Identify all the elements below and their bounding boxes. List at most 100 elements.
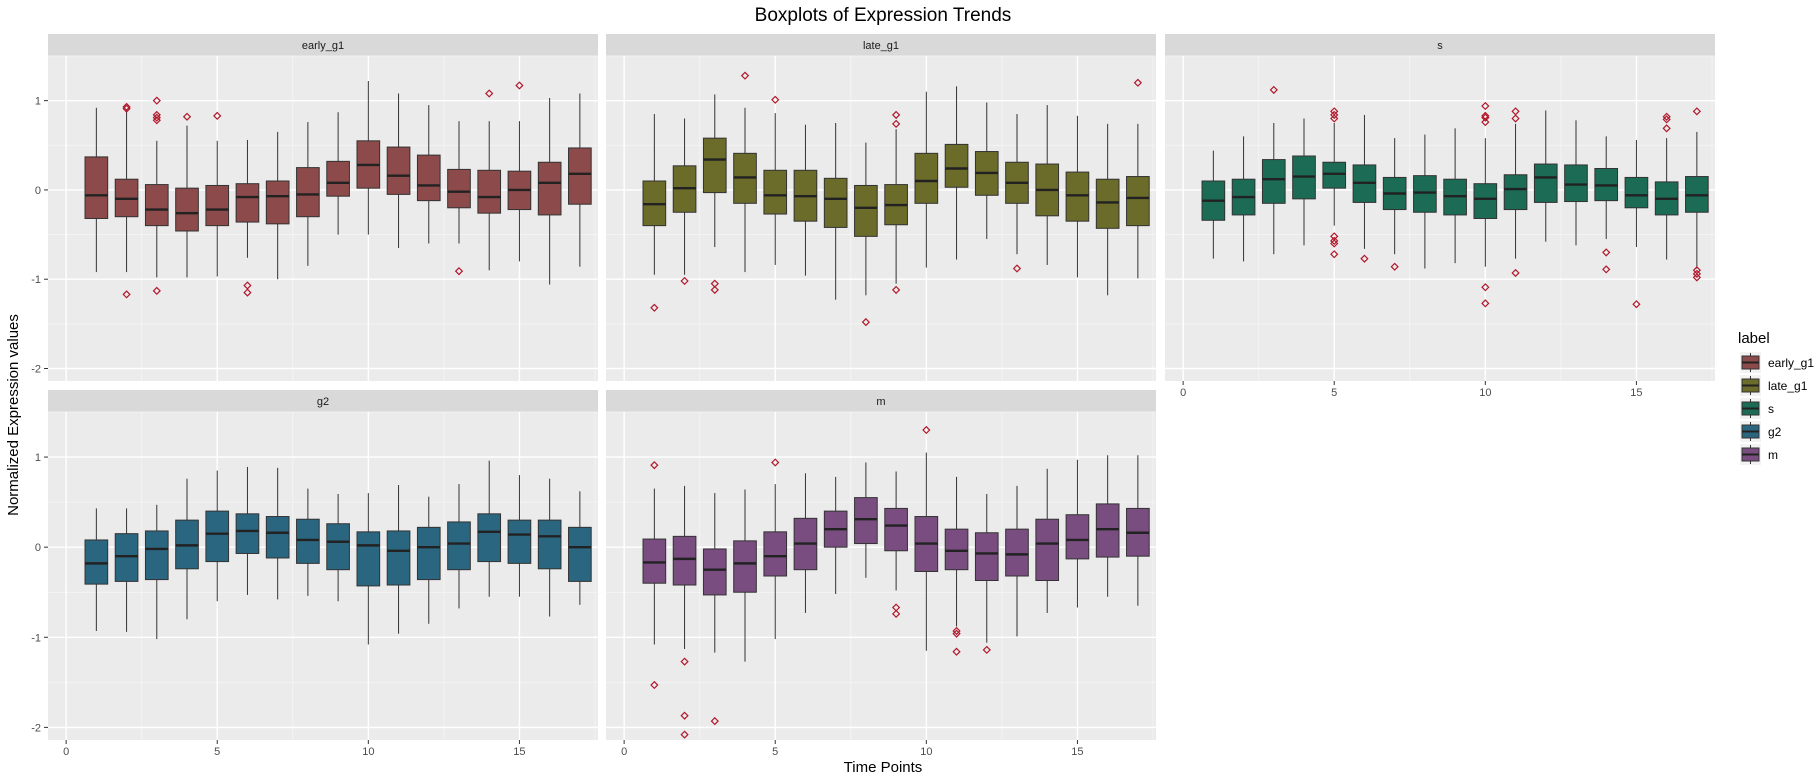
outlier-point [650, 680, 659, 690]
y-tick-label: -2 [31, 364, 41, 376]
outlier-point [1390, 262, 1399, 271]
box-t15 [1065, 115, 1090, 278]
outlier-point [1269, 85, 1278, 95]
box-t3 [702, 493, 727, 726]
box-t15 [1624, 139, 1649, 309]
outlier-point [1602, 248, 1611, 257]
outlier-point [1330, 239, 1339, 248]
legend-title: label [1738, 330, 1770, 347]
box-t4 [1292, 118, 1316, 246]
outlier-point [710, 285, 719, 295]
box-iqr [447, 521, 471, 571]
facet-late_g1: late_g1 [606, 34, 1156, 381]
box-iqr [296, 518, 320, 564]
gridlines [48, 411, 598, 740]
legend-entry-g2: g2 [1740, 421, 1782, 442]
box-iqr [763, 169, 788, 215]
outlier-point [152, 113, 161, 122]
box-t7 [265, 131, 290, 280]
box-t13 [447, 484, 471, 609]
box-t9 [884, 471, 908, 618]
outlier-point [152, 116, 161, 125]
x-tick-label: 10 [920, 746, 932, 758]
box-t3 [1261, 85, 1286, 255]
box-t4 [175, 112, 199, 278]
box-iqr [1473, 183, 1498, 220]
outlier-point [1330, 250, 1339, 259]
y-tick-label: -1 [31, 632, 41, 644]
box-iqr [944, 143, 969, 188]
box-t7 [823, 476, 848, 595]
box-t11 [944, 86, 969, 260]
box-iqr [296, 167, 320, 218]
x-tick-label: 5 [772, 746, 778, 758]
facet-strip-label: s [1437, 40, 1443, 52]
box-t1 [642, 114, 667, 312]
outlier-point [740, 71, 750, 80]
outlier-point [454, 267, 464, 276]
panel-background [1165, 56, 1715, 381]
box-t16 [1095, 455, 1120, 597]
box-iqr [537, 161, 562, 216]
legend-label: g2 [1768, 425, 1782, 439]
box-t12 [974, 494, 999, 655]
box-t11 [944, 476, 969, 656]
box-t13 [1005, 114, 1029, 273]
outlier-point [861, 317, 871, 327]
x-tick-label: 0 [63, 746, 69, 758]
outlier-point [650, 303, 659, 312]
box-t16 [1095, 123, 1120, 296]
outlier-point [1330, 114, 1339, 123]
box-iqr [763, 531, 788, 577]
facet-strip [48, 34, 598, 56]
box-iqr [235, 513, 260, 554]
box-iqr [477, 513, 502, 563]
outlier-point [1481, 113, 1490, 122]
outlier-point [1481, 101, 1490, 111]
box-t1 [84, 508, 109, 631]
x-tick-label: 15 [1630, 387, 1642, 399]
box-t2 [672, 118, 697, 286]
box-t3 [144, 96, 169, 295]
box-t9 [326, 112, 350, 235]
box-t17 [1126, 455, 1150, 606]
outlier-point [1133, 78, 1143, 87]
outlier-point [1692, 269, 1702, 279]
outlier-point [771, 458, 780, 467]
outlier-point [1481, 299, 1490, 308]
box-t10 [356, 81, 381, 235]
box-t6 [793, 124, 818, 276]
box-t6 [235, 139, 260, 297]
y-tick-label: -1 [31, 274, 41, 286]
box-t5 [205, 470, 230, 602]
box-t16 [537, 478, 562, 617]
outlier-point [243, 288, 252, 297]
box-iqr [854, 497, 878, 545]
x-tick-label: 0 [1180, 387, 1186, 399]
box-iqr [356, 531, 381, 587]
box-iqr [568, 526, 592, 582]
box-t2 [1231, 136, 1256, 262]
box-t13 [447, 121, 471, 276]
facet-strip-label: early_g1 [302, 40, 344, 52]
outlier-point [1662, 115, 1671, 124]
legend-entry-m: m [1740, 444, 1778, 465]
box-t14 [477, 460, 502, 597]
box-t1 [1201, 150, 1226, 259]
box-t6 [1352, 114, 1377, 263]
outlier-point [650, 461, 659, 470]
outlier-point [710, 716, 719, 726]
facet-strip [1165, 34, 1715, 56]
box-t14 [1035, 468, 1060, 613]
box-iqr [1065, 171, 1090, 222]
box-iqr [447, 168, 471, 209]
box-iqr [733, 540, 757, 593]
x-tick-label: 5 [214, 746, 220, 758]
outlier-point [891, 110, 901, 120]
outlier-point [1511, 114, 1520, 123]
box-t12 [416, 496, 441, 624]
box-t3 [702, 94, 727, 295]
box-t7 [1382, 138, 1407, 271]
outlier-point [1692, 273, 1702, 282]
